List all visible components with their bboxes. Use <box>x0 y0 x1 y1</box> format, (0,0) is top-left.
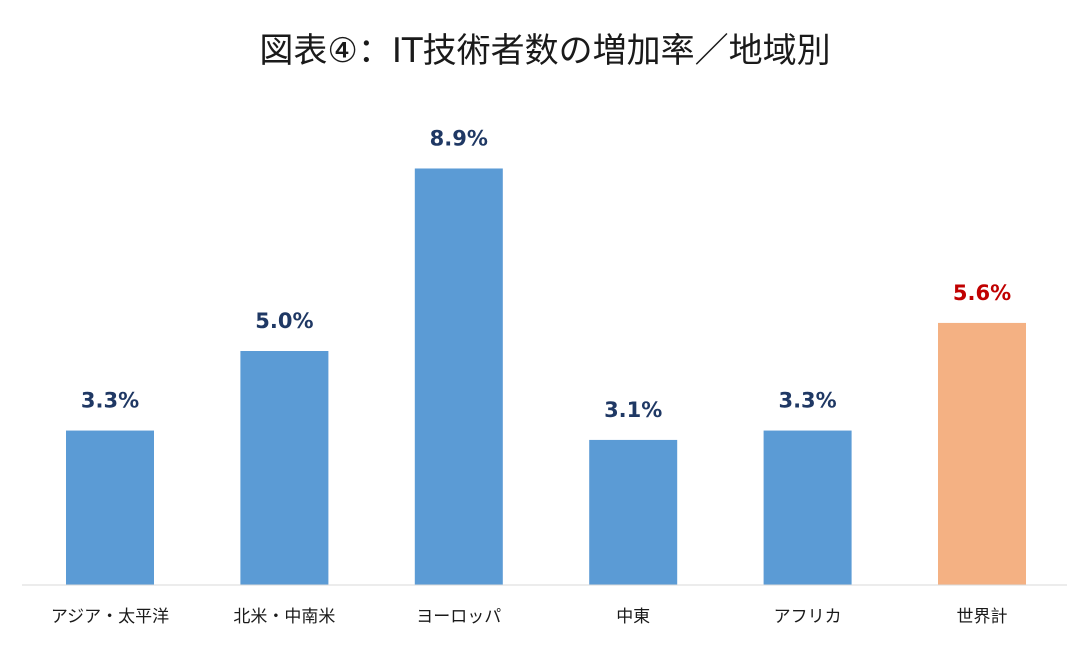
bar-4 <box>763 430 852 585</box>
category-label-5: 世界計 <box>957 607 1008 627</box>
bar-2 <box>414 168 503 586</box>
category-label-0: アジア・太平洋 <box>51 607 169 627</box>
bar-5 <box>938 322 1026 585</box>
category-label-2: ヨーロッパ <box>416 607 501 627</box>
data-label-4: 3.3% <box>778 389 836 413</box>
data-label-2: 8.9% <box>430 126 488 150</box>
category-label-1: 北米・中南米 <box>233 607 335 627</box>
bar-1 <box>240 351 329 585</box>
data-label-3: 3.1% <box>604 398 662 422</box>
data-labels-layer: 3.3% 5.0% 8.9% 3.1% 3.3% 5.6% <box>81 126 1011 421</box>
data-label-1: 5.0% <box>255 309 313 333</box>
bar-3 <box>589 439 678 585</box>
category-labels-layer: アジア・太平洋 北米・中南米 ヨーロッパ 中東 アフリカ 世界計 <box>51 607 1008 627</box>
data-label-5: 5.6% <box>953 281 1011 305</box>
data-label-0: 3.3% <box>81 389 139 413</box>
category-label-3: 中東 <box>616 607 650 627</box>
chart-title: 図表④：IT技術者数の増加率／地域別 <box>259 31 830 71</box>
bar-0 <box>66 430 154 585</box>
bars-layer <box>66 168 1026 586</box>
category-label-4: アフリカ <box>774 607 842 627</box>
